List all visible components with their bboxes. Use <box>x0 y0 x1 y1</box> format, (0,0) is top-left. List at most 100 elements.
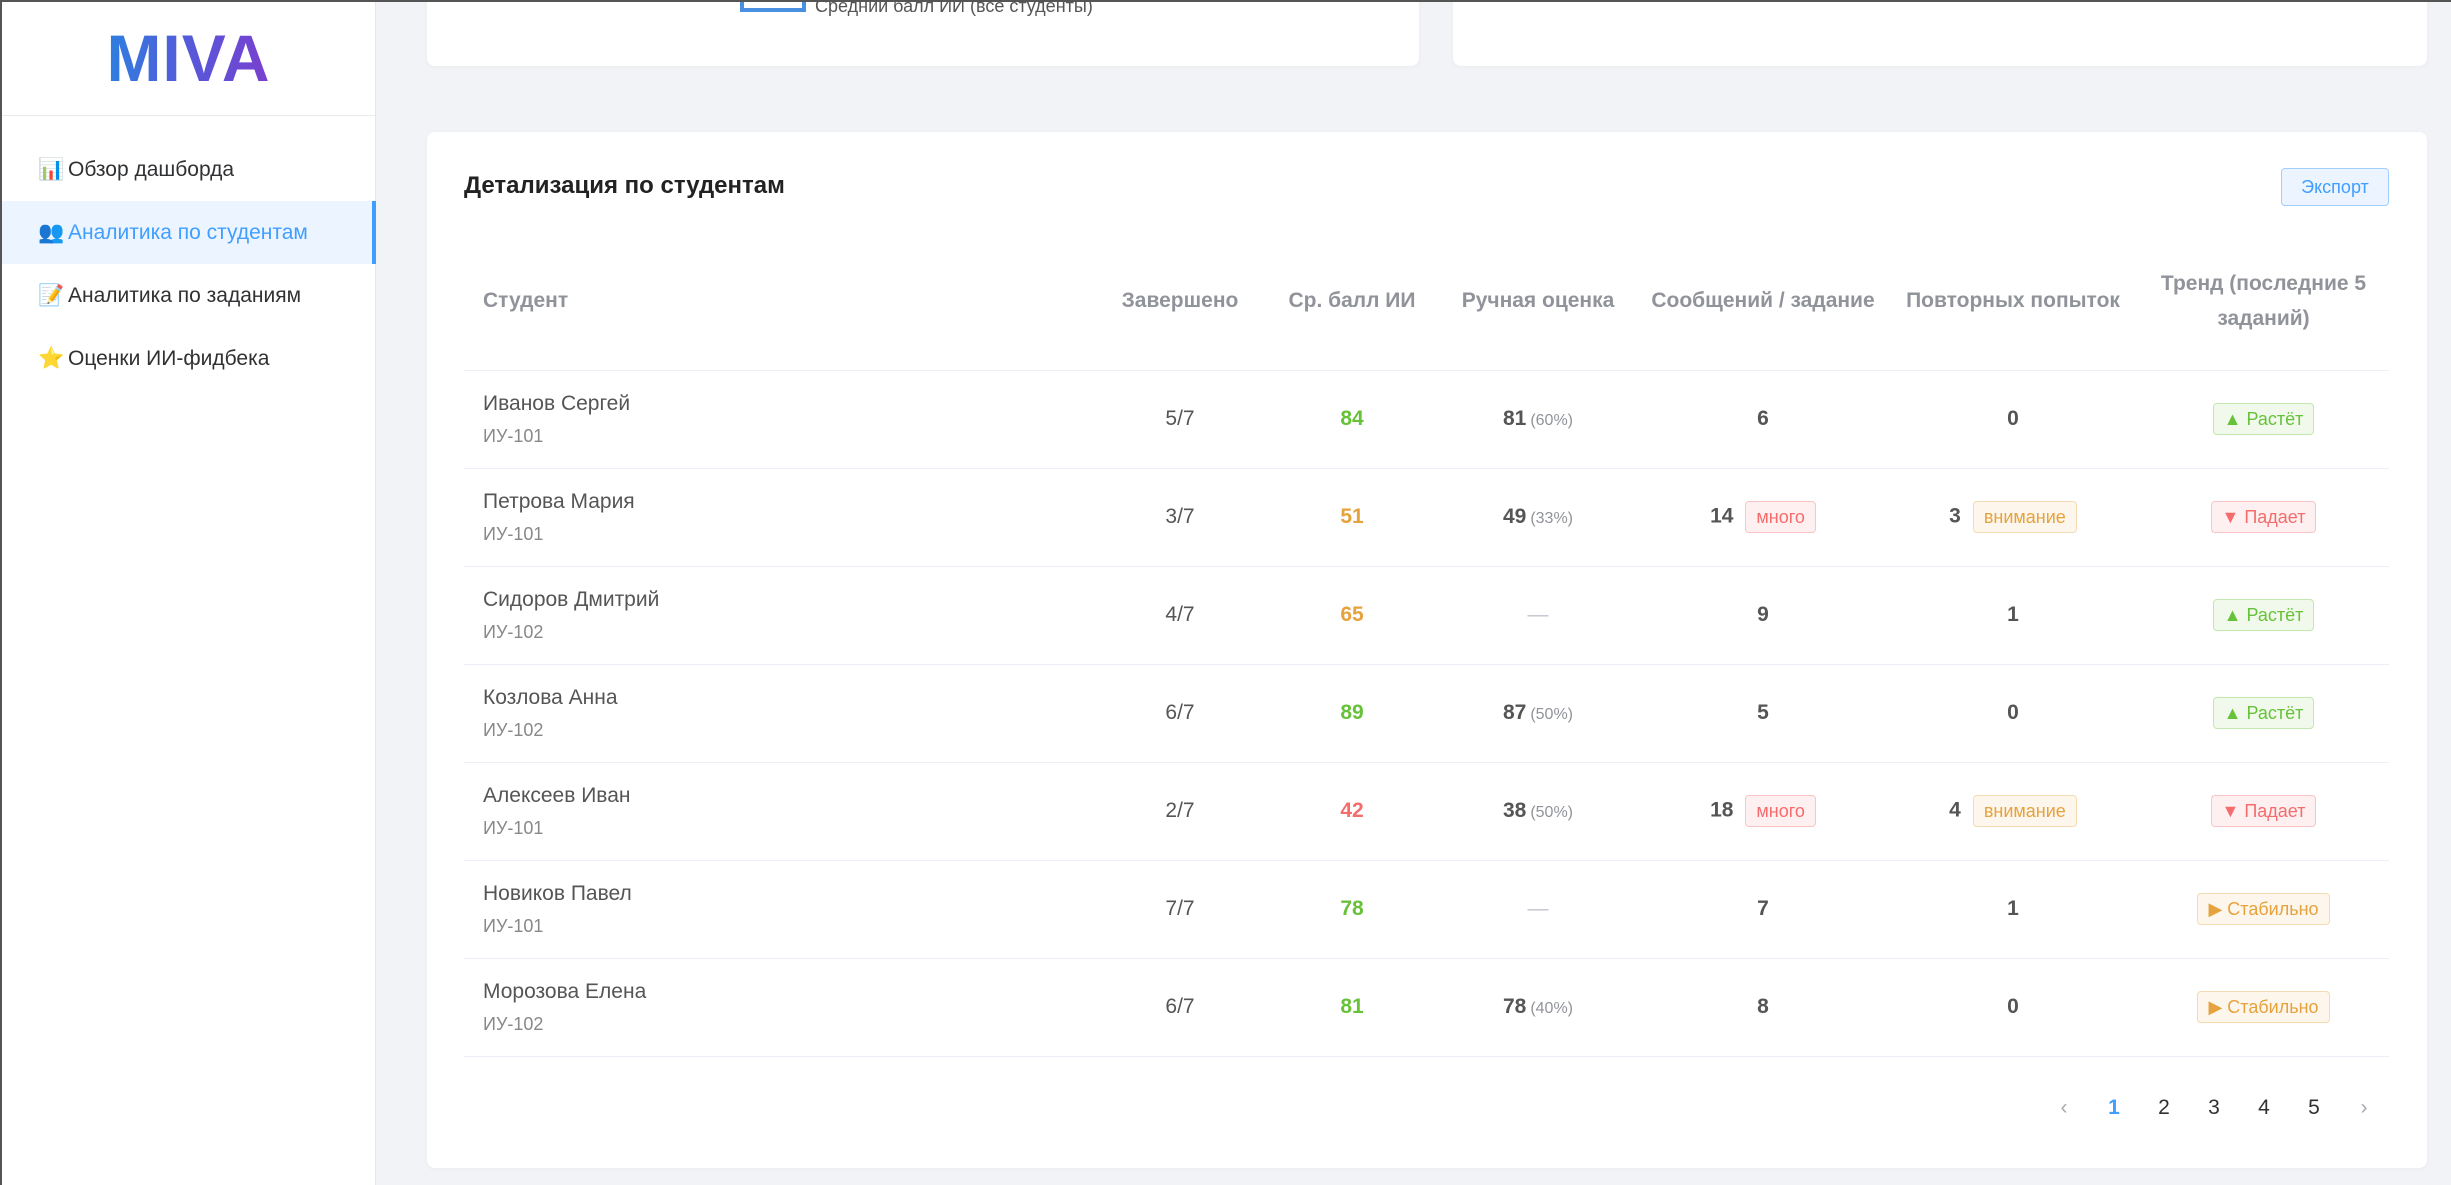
completed-cell: 7/7 <box>1094 860 1266 959</box>
ai-score-cell: 42 <box>1266 762 1438 861</box>
table-row[interactable]: Морозова Елена ИУ-102 6/7 81 78 (40%) 8 0 ▶ Стаб… <box>464 958 2389 1057</box>
table-body: Иванов Сергей ИУ-101 5/7 84 81 (60%) 6 0 ▲ Растё… <box>464 370 2389 1057</box>
page-1[interactable]: 1 <box>2108 1096 2120 1119</box>
table-row[interactable]: Новиков Павел ИУ-101 7/7 78— 7 1 ▶ Стабильно <box>464 860 2389 959</box>
messages-badge: много <box>1745 795 1816 827</box>
prev-page-icon[interactable]: ‹ <box>2060 1096 2068 1119</box>
ai-score-cell: 78 <box>1266 860 1438 959</box>
trend-badge: ▼ Падает <box>2210 501 2317 533</box>
student-name[interactable]: Алексеев Иван <box>483 783 631 807</box>
messages-value: 7 <box>1757 897 1769 920</box>
retries-badge: внимание <box>1972 501 2077 533</box>
student-name[interactable]: Сидоров Дмитрий <box>483 587 660 611</box>
retries-value: 0 <box>2007 995 2019 1018</box>
next-page-icon[interactable]: › <box>2360 1096 2368 1119</box>
column-header-messages[interactable]: Сообщений / задание <box>1638 232 1888 371</box>
messages-cell: 18 много <box>1638 762 1888 861</box>
student-group: ИУ-101 <box>483 523 544 544</box>
table-row[interactable]: Петрова Мария ИУ-101 3/7 51 49 (33%) 14 много 3 в… <box>464 468 2389 567</box>
retries-badge: внимание <box>1972 795 2077 827</box>
page-3[interactable]: 3 <box>2208 1096 2220 1119</box>
student-group: ИУ-102 <box>483 1013 544 1034</box>
student-cell: Иванов Сергей ИУ-101 <box>464 370 1094 469</box>
messages-value: 18 <box>1710 798 1734 822</box>
manual-grade-cell: 38 (50%) <box>1438 762 1638 861</box>
manual-grade-percent: (40%) <box>1530 1000 1574 1017</box>
column-header-ai-score[interactable]: Ср. балл ИИ <box>1266 232 1438 371</box>
page-5[interactable]: 5 <box>2308 1096 2320 1119</box>
student-name[interactable]: Новиков Павел <box>483 881 632 905</box>
student-cell: Морозова Елена ИУ-102 <box>464 958 1094 1057</box>
sidebar-item-student-analytics[interactable]: 👥 Аналитика по студентам <box>2 201 376 264</box>
sidebar-item-assignment-analytics[interactable]: 📝 Аналитика по заданиям <box>2 264 375 327</box>
column-header-completed[interactable]: Завершено <box>1094 232 1266 371</box>
table-row[interactable]: Сидоров Дмитрий ИУ-102 4/7 65— 9 1 ▲ Растёт <box>464 566 2389 665</box>
logo[interactable]: MIVA <box>106 20 271 95</box>
trend-cell: ▼ Падает <box>2138 468 2389 567</box>
column-header-manual-grade[interactable]: Ручная оценка <box>1438 232 1638 371</box>
page-2[interactable]: 2 <box>2158 1096 2170 1119</box>
student-name[interactable]: Петрова Мария <box>483 489 635 513</box>
trend-cell: ▲ Растёт <box>2138 664 2389 763</box>
retries-cell: 0 <box>1888 664 2138 763</box>
column-header-retries[interactable]: Повторных попыток <box>1888 232 2138 371</box>
student-name[interactable]: Морозова Елена <box>483 979 647 1003</box>
messages-cell: 7 <box>1638 860 1888 959</box>
ai-score-cell: 89 <box>1266 664 1438 763</box>
trend-badge: ▼ Падает <box>2210 795 2317 827</box>
chart-icon: 📊 <box>38 157 65 181</box>
student-group: ИУ-102 <box>483 621 544 642</box>
student-cell: Козлова Анна ИУ-102 <box>464 664 1094 763</box>
table-row[interactable]: Козлова Анна ИУ-102 6/7 89 87 (50%) 5 0 ▲ Растёт <box>464 664 2389 763</box>
manual-grade-percent: (60%) <box>1530 412 1574 429</box>
sidebar-item-dashboard-overview[interactable]: 📊 Обзор дашборда <box>2 138 375 201</box>
retries-value: 3 <box>1949 504 1961 528</box>
messages-value: 6 <box>1757 407 1769 430</box>
ai-score-cell: 84 <box>1266 370 1438 469</box>
manual-grade-percent: (50%) <box>1530 804 1574 821</box>
messages-value: 8 <box>1757 995 1769 1018</box>
student-cell: Сидоров Дмитрий ИУ-102 <box>464 566 1094 665</box>
legend-swatch <box>740 0 806 12</box>
trend-badge: ▶ Стабильно <box>2197 991 2330 1023</box>
trend-badge: ▶ Стабильно <box>2197 893 2330 925</box>
export-button[interactable]: Экспорт <box>2281 168 2389 206</box>
retries-value: 4 <box>1949 798 1961 822</box>
column-header-trend[interactable]: Тренд (последние 5 заданий) <box>2138 232 2389 371</box>
page-4[interactable]: 4 <box>2258 1096 2270 1119</box>
manual-grade-value: 49 <box>1502 505 1527 528</box>
trend-badge: ▲ Растёт <box>2212 599 2315 631</box>
messages-value: 5 <box>1757 701 1769 724</box>
manual-grade-percent: (50%) <box>1530 706 1574 723</box>
table-row[interactable]: Алексеев Иван ИУ-101 2/7 42 38 (50%) 18 много 4 в… <box>464 762 2389 861</box>
column-header-student[interactable]: Студент <box>464 232 1094 371</box>
card-title: Детализация по студентам <box>464 172 785 199</box>
completed-cell: 6/7 <box>1094 664 1266 763</box>
student-name[interactable]: Козлова Анна <box>483 685 618 709</box>
chart-card-left: Средний балл ИИ (все студенты) <box>427 0 1419 66</box>
completed-cell: 6/7 <box>1094 958 1266 1057</box>
messages-cell: 5 <box>1638 664 1888 763</box>
messages-cell: 14 много <box>1638 468 1888 567</box>
table-row[interactable]: Иванов Сергей ИУ-101 5/7 84 81 (60%) 6 0 ▲ Растё… <box>464 370 2389 469</box>
completed-cell: 3/7 <box>1094 468 1266 567</box>
trend-badge: ▲ Растёт <box>2212 403 2315 435</box>
completed-cell: 2/7 <box>1094 762 1266 861</box>
completed-cell: 4/7 <box>1094 566 1266 665</box>
trend-cell: ▶ Стабильно <box>2138 860 2389 959</box>
table-header-row: Студент Завершено Ср. балл ИИ Ручная оце… <box>464 232 2389 371</box>
pagination: ‹ 1 2 3 4 5 › <box>2039 1088 2389 1128</box>
manual-grade-cell: 78 (40%) <box>1438 958 1638 1057</box>
manual-grade-value: 87 <box>1502 701 1527 724</box>
sidebar-item-ai-feedback-ratings[interactable]: ⭐ Оценки ИИ-фидбека <box>2 327 375 390</box>
chart-legend-label[interactable]: Средний балл ИИ (все студенты) <box>815 0 1093 16</box>
ai-score-cell: 51 <box>1266 468 1438 567</box>
chart-card-right <box>1453 0 2427 66</box>
manual-grade-value: 38 <box>1502 799 1527 822</box>
manual-grade-value: 78 <box>1502 995 1527 1018</box>
sidebar: MIVA 📊 Обзор дашборда 👥 Аналитика по сту… <box>0 0 376 1185</box>
student-name[interactable]: Иванов Сергей <box>483 391 631 415</box>
retries-cell: 0 <box>1888 958 2138 1057</box>
retries-cell: 0 <box>1888 370 2138 469</box>
messages-cell: 6 <box>1638 370 1888 469</box>
